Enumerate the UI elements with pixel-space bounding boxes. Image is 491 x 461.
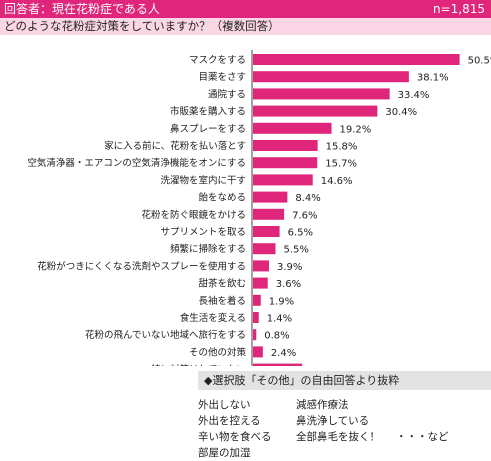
value-label: 8.4%	[295, 193, 320, 204]
category-label: 目薬をさす	[198, 71, 246, 83]
sample-size: n=1,815	[432, 2, 485, 16]
bar	[253, 174, 313, 186]
category-label: 頻繁に掃除をする	[170, 243, 246, 255]
question-bar: どのような花粉症対策をしていますか？（複数回答）	[0, 18, 491, 35]
bar	[253, 243, 276, 255]
bar	[253, 88, 390, 100]
free-answers-title: ◆選択肢「その他」の自由回答より抜粋	[204, 374, 400, 387]
bar	[253, 346, 263, 358]
bar-chart: マスクをする 50.5% 目薬をさす 38.1% 通院する 33.4% 市販薬を購入する 30…	[27, 50, 491, 366]
value-label: 15.7%	[325, 159, 357, 170]
category-label: 洗濯物を室内に干す	[160, 174, 246, 186]
category-label: 長袖を着る	[198, 295, 246, 307]
free-answer-item: 部屋の加湿	[198, 447, 251, 459]
category-label: 特に対策はしていない	[151, 364, 246, 366]
header-bar: 回答者：現在花粉症である人 n=1,815	[0, 0, 491, 18]
bar	[253, 363, 303, 366]
value-label: 14.6%	[321, 176, 353, 187]
category-label: 市販薬を購入する	[170, 106, 246, 118]
value-label: 1.9%	[269, 296, 294, 307]
bar	[253, 208, 285, 220]
question-text: どのような花粉症対策をしていますか？（複数回答）	[4, 19, 280, 33]
free-answers-column-2: 減感作療法 鼻洗浄している 全部鼻毛を抜く！	[296, 397, 380, 445]
value-label: 0.8%	[264, 331, 289, 342]
free-answer-item: 外出しない	[198, 399, 251, 411]
free-answer-item: 辛い物を食べる	[198, 431, 272, 443]
value-label: 1.4%	[267, 314, 292, 325]
value-label: 15.8%	[326, 142, 358, 153]
bar	[253, 105, 378, 117]
value-label: 5.5%	[284, 245, 309, 256]
category-label: 空気清浄器・エアコンの空気清浄機能をオンにする	[27, 157, 246, 169]
free-answer-item: 鼻洗浄している	[296, 415, 370, 427]
category-label: 家に入る前に、花粉を払い落とす	[104, 140, 246, 152]
value-label: 12.0%	[310, 365, 342, 366]
category-label: 鼻スプレーをする	[170, 123, 246, 135]
bar	[253, 157, 318, 169]
category-label: 飴をなめる	[198, 192, 246, 204]
category-label: 花粉を防ぐ眼鏡をかける	[141, 209, 246, 221]
bar	[253, 312, 259, 323]
bar	[253, 54, 460, 65]
category-label: 甜茶を飲む	[198, 278, 246, 290]
value-label: 2.4%	[271, 348, 296, 359]
value-label: 7.6%	[292, 210, 317, 221]
category-label: 花粉がつきにくくなる洗剤やスプレーを使用する	[37, 260, 246, 272]
value-label: 30.4%	[385, 107, 417, 118]
bar	[253, 260, 269, 272]
value-label: 50.5%	[468, 56, 491, 67]
free-answer-item: 全部鼻毛を抜く！	[296, 431, 380, 443]
bar	[253, 329, 257, 341]
category-label: 食生活を変える	[180, 312, 246, 324]
value-label: 33.4%	[398, 90, 430, 101]
respondents-label: 回答者：現在花粉症である人	[4, 2, 160, 16]
category-label: 花粉の飛んでいない地域へ旅行をする	[85, 329, 246, 341]
bar	[253, 294, 261, 306]
value-label: 3.6%	[276, 279, 301, 290]
value-label: 19.2%	[340, 124, 372, 135]
value-label: 3.9%	[277, 262, 302, 273]
category-label: 通院する	[208, 88, 246, 100]
free-answers-etc: ・・・など	[396, 431, 449, 443]
bar	[253, 122, 332, 134]
bar	[253, 71, 409, 83]
free-answers-title-bar: ◆選択肢「その他」の自由回答より抜粋	[198, 371, 491, 390]
category-label: マスクをする	[189, 55, 246, 66]
bar	[253, 140, 318, 151]
bar	[253, 277, 268, 289]
value-label: 38.1%	[417, 73, 449, 84]
bar	[253, 191, 288, 203]
free-answer-item: 外出を控える	[198, 415, 261, 427]
free-answer-item: 減感作療法	[296, 399, 349, 411]
category-label: その他の対策	[189, 346, 247, 358]
value-label: 6.5%	[288, 228, 313, 239]
free-answers-column-1: 外出しない 外出を控える 辛い物を食べる 部屋の加湿	[198, 397, 272, 461]
bar	[253, 226, 280, 237]
category-label: サプリメントを取る	[160, 227, 246, 238]
